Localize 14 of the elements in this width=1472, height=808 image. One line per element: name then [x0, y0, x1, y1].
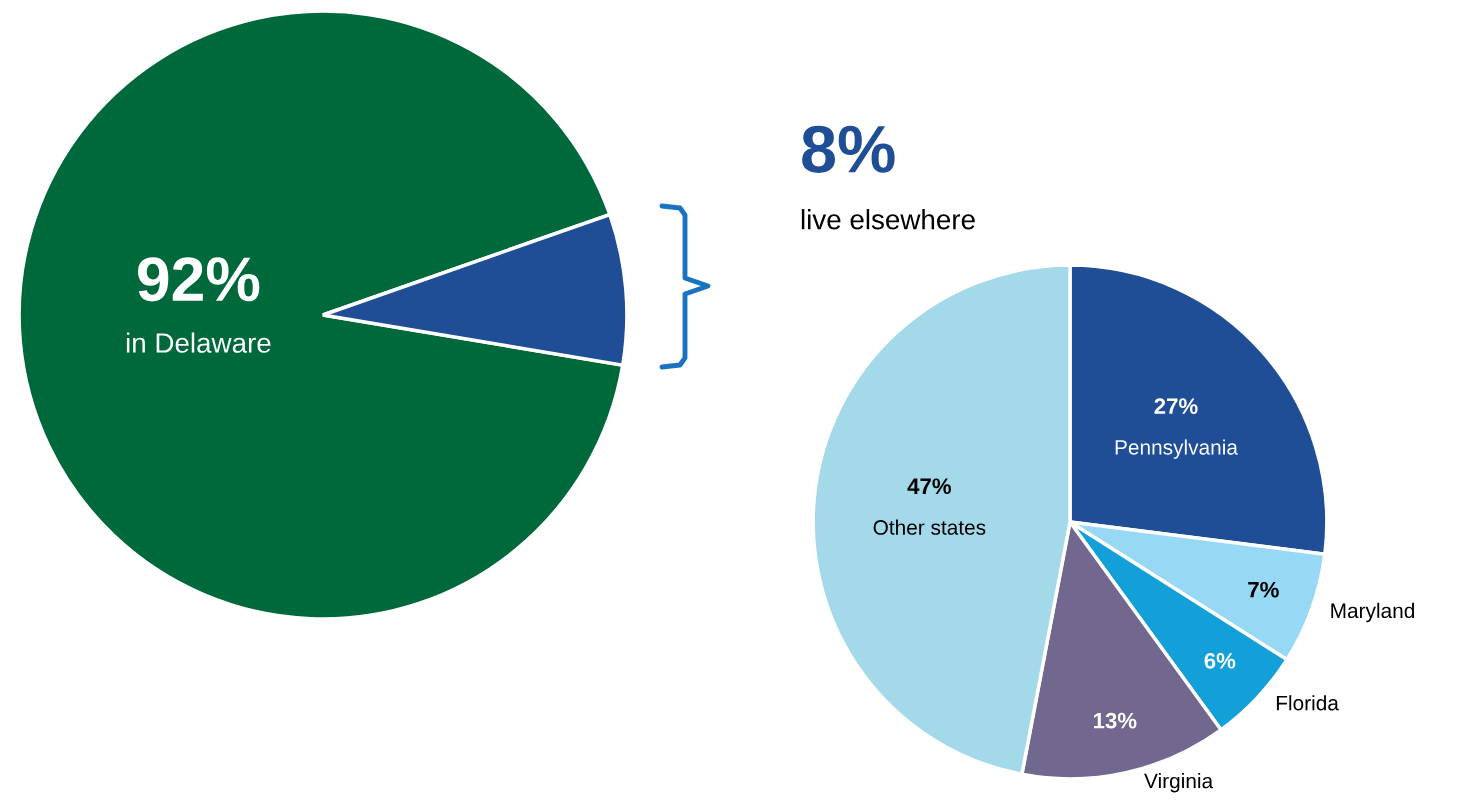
data-label: 47% — [907, 478, 952, 495]
data-label: 6% — [1204, 652, 1236, 669]
chart-subtitle: live elsewhere — [801, 209, 975, 230]
slice-label: Virginia — [1144, 772, 1214, 793]
data-label: 27% — [1154, 398, 1198, 414]
data-label: 7% — [1248, 581, 1279, 598]
slice-label: in Delaware — [126, 332, 271, 353]
slice-label: Pennsylvania — [1115, 439, 1238, 459]
data-label: 92% — [138, 257, 260, 302]
slice-label: Maryland — [1331, 602, 1414, 623]
data-label: 13% — [1093, 712, 1137, 729]
chart-title: 8% — [802, 125, 895, 173]
slice-label: Florida — [1276, 695, 1339, 711]
slice-label: Other states — [873, 519, 986, 535]
